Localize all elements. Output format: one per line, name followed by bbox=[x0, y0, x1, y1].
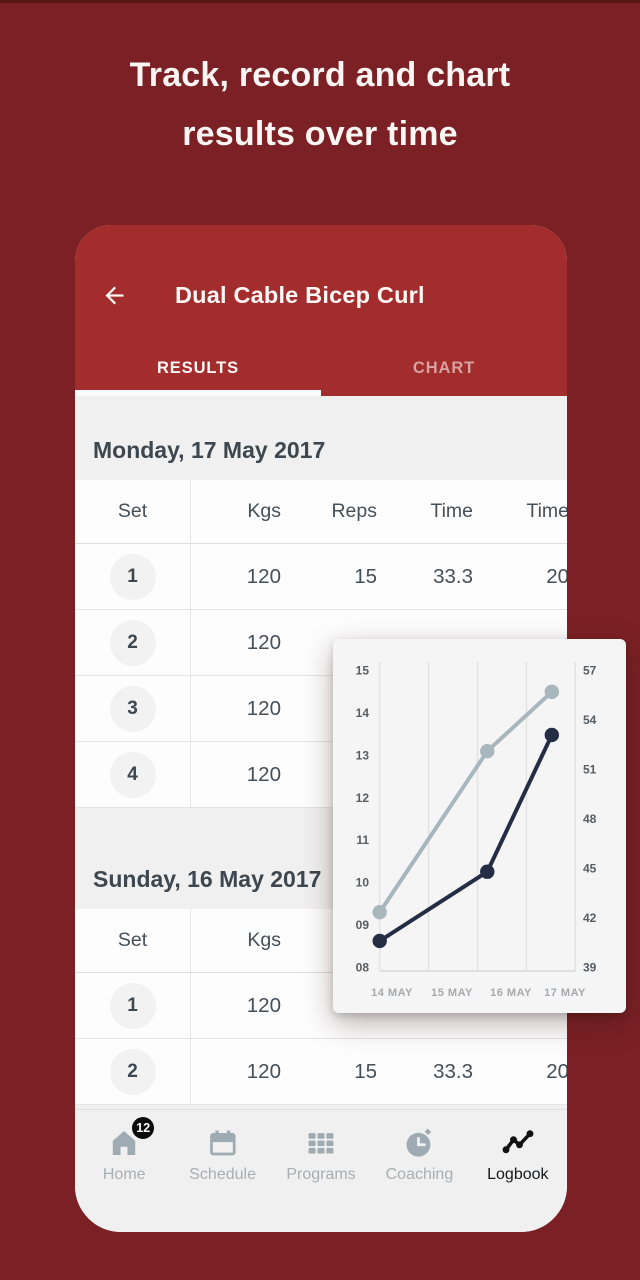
nav-item-programs[interactable]: Programs bbox=[272, 1125, 370, 1232]
set-number: 1 bbox=[109, 553, 156, 600]
left-axis-tick: 12 bbox=[356, 791, 370, 805]
stopwatch-icon bbox=[406, 1128, 432, 1157]
left-axis-tick: 08 bbox=[356, 960, 370, 974]
table-row[interactable]: 1 120 15 33.3 20 bbox=[75, 544, 567, 610]
cell-reps: 15 bbox=[354, 1059, 377, 1083]
cell-reps: 15 bbox=[354, 564, 377, 588]
section-date: Sunday, 16 May 2017 bbox=[93, 866, 322, 892]
section-date: Monday, 17 May 2017 bbox=[93, 437, 326, 463]
cell-kgs: 120 bbox=[246, 762, 281, 786]
app-header: Dual Cable Bicep Curl RESULTS CHART bbox=[75, 225, 567, 396]
set-number: 1 bbox=[109, 982, 156, 1029]
right-axis-tick: 48 bbox=[583, 812, 597, 826]
time-point bbox=[480, 864, 495, 879]
left-axis-tick: 13 bbox=[356, 748, 370, 762]
table-header-row: Set Kgs Reps Time Time bbox=[75, 480, 567, 544]
chart-overlay-card: 15 14 13 12 11 10 09 08 57 54 51 48 45 42 39 14 MAY 15 M… bbox=[333, 639, 626, 1013]
right-axis-tick: 57 bbox=[583, 664, 597, 678]
calendar-icon bbox=[210, 1130, 236, 1155]
exercise-title: Dual Cable Bicep Curl bbox=[175, 281, 425, 308]
right-axis-tick: 54 bbox=[583, 713, 597, 727]
reps-point bbox=[372, 905, 387, 920]
bottom-navigation: 12 Home Schedule bbox=[75, 1109, 567, 1232]
cell-time2: 20 bbox=[546, 1059, 567, 1083]
active-tab-indicator bbox=[75, 390, 321, 396]
nav-label: Logbook bbox=[487, 1166, 549, 1183]
cell-kgs: 120 bbox=[246, 993, 281, 1017]
cell-kgs: 120 bbox=[246, 564, 281, 588]
cell-time: 33.3 bbox=[433, 564, 473, 588]
section-header-sunday: Sunday, 16 May 2017 bbox=[75, 808, 567, 909]
x-axis-label: 14 MAY bbox=[371, 987, 413, 999]
nav-item-coaching[interactable]: Coaching bbox=[370, 1125, 468, 1232]
cell-kgs: 120 bbox=[246, 1059, 281, 1083]
set-number: 3 bbox=[109, 685, 156, 732]
home-icon bbox=[113, 1131, 136, 1155]
nav-label: Coaching bbox=[385, 1166, 454, 1183]
cell-time2: 20 bbox=[546, 564, 567, 588]
right-axis-tick: 42 bbox=[583, 911, 597, 925]
column-header-kgs: Kgs bbox=[247, 929, 281, 951]
table-row[interactable]: 2 120 15 33.3 20 bbox=[75, 1039, 567, 1105]
right-axis-tick: 45 bbox=[583, 861, 597, 875]
results-table-sunday: Set Kgs 1 120 2 120 15 33.3 20 bbox=[75, 909, 567, 1105]
left-axis-tick: 14 bbox=[356, 706, 370, 720]
column-header-reps: Reps bbox=[331, 500, 377, 522]
cell-time: 33.3 bbox=[433, 1059, 473, 1083]
right-axis-tick: 39 bbox=[583, 960, 597, 974]
hero-title-line2: results over time bbox=[182, 115, 458, 153]
set-number: 2 bbox=[109, 619, 156, 666]
time-point bbox=[544, 727, 560, 743]
nav-label: Programs bbox=[286, 1166, 356, 1183]
x-axis-label: 15 MAY bbox=[431, 987, 473, 999]
x-axis-label: 17 MAY bbox=[544, 987, 586, 999]
nav-item-logbook[interactable]: Logbook bbox=[469, 1125, 567, 1232]
nav-item-home[interactable]: 12 Home bbox=[75, 1117, 173, 1232]
home-badge: 12 bbox=[132, 1117, 155, 1139]
reps-point bbox=[544, 684, 560, 700]
hero-title-line1: Track, record and chart bbox=[129, 56, 511, 94]
set-number: 4 bbox=[109, 751, 156, 798]
nav-label: Home bbox=[102, 1166, 146, 1183]
results-line-chart: 15 14 13 12 11 10 09 08 57 54 51 48 45 42 39 14 MAY 15 M… bbox=[356, 662, 597, 999]
time-point bbox=[372, 933, 387, 949]
grid-icon bbox=[308, 1133, 334, 1154]
column-header-set: Set bbox=[75, 480, 191, 543]
hero-heading: Track, record and chart results over tim… bbox=[0, 46, 640, 164]
nav-item-schedule[interactable]: Schedule bbox=[173, 1125, 271, 1232]
toolbar: Dual Cable Bicep Curl bbox=[75, 225, 567, 311]
tab-bar: RESULTS CHART bbox=[75, 350, 567, 396]
reps-point bbox=[480, 744, 495, 759]
x-axis-label: 16 MAY bbox=[490, 987, 532, 999]
tab-results[interactable]: RESULTS bbox=[156, 359, 240, 377]
column-header-time: Time bbox=[430, 500, 473, 522]
column-header-kgs: Kgs bbox=[247, 500, 281, 522]
line-chart-icon bbox=[502, 1130, 534, 1154]
arrow-left-icon[interactable] bbox=[101, 282, 128, 309]
column-header-time2: Time bbox=[526, 500, 567, 522]
left-axis-tick: 09 bbox=[356, 918, 370, 932]
cell-kgs: 120 bbox=[246, 630, 281, 654]
status-bar-strip bbox=[0, 0, 640, 3]
left-axis-tick: 10 bbox=[356, 876, 370, 890]
cell-kgs: 120 bbox=[246, 696, 281, 720]
set-number: 2 bbox=[109, 1048, 156, 1095]
right-axis-tick: 51 bbox=[583, 763, 597, 777]
nav-label: Schedule bbox=[189, 1166, 256, 1183]
column-header-set: Set bbox=[75, 909, 191, 972]
left-axis-tick: 15 bbox=[356, 664, 370, 678]
tab-chart[interactable]: CHART bbox=[412, 359, 476, 377]
section-header-monday: Monday, 17 May 2017 bbox=[75, 396, 567, 480]
left-axis-tick: 11 bbox=[356, 833, 369, 847]
